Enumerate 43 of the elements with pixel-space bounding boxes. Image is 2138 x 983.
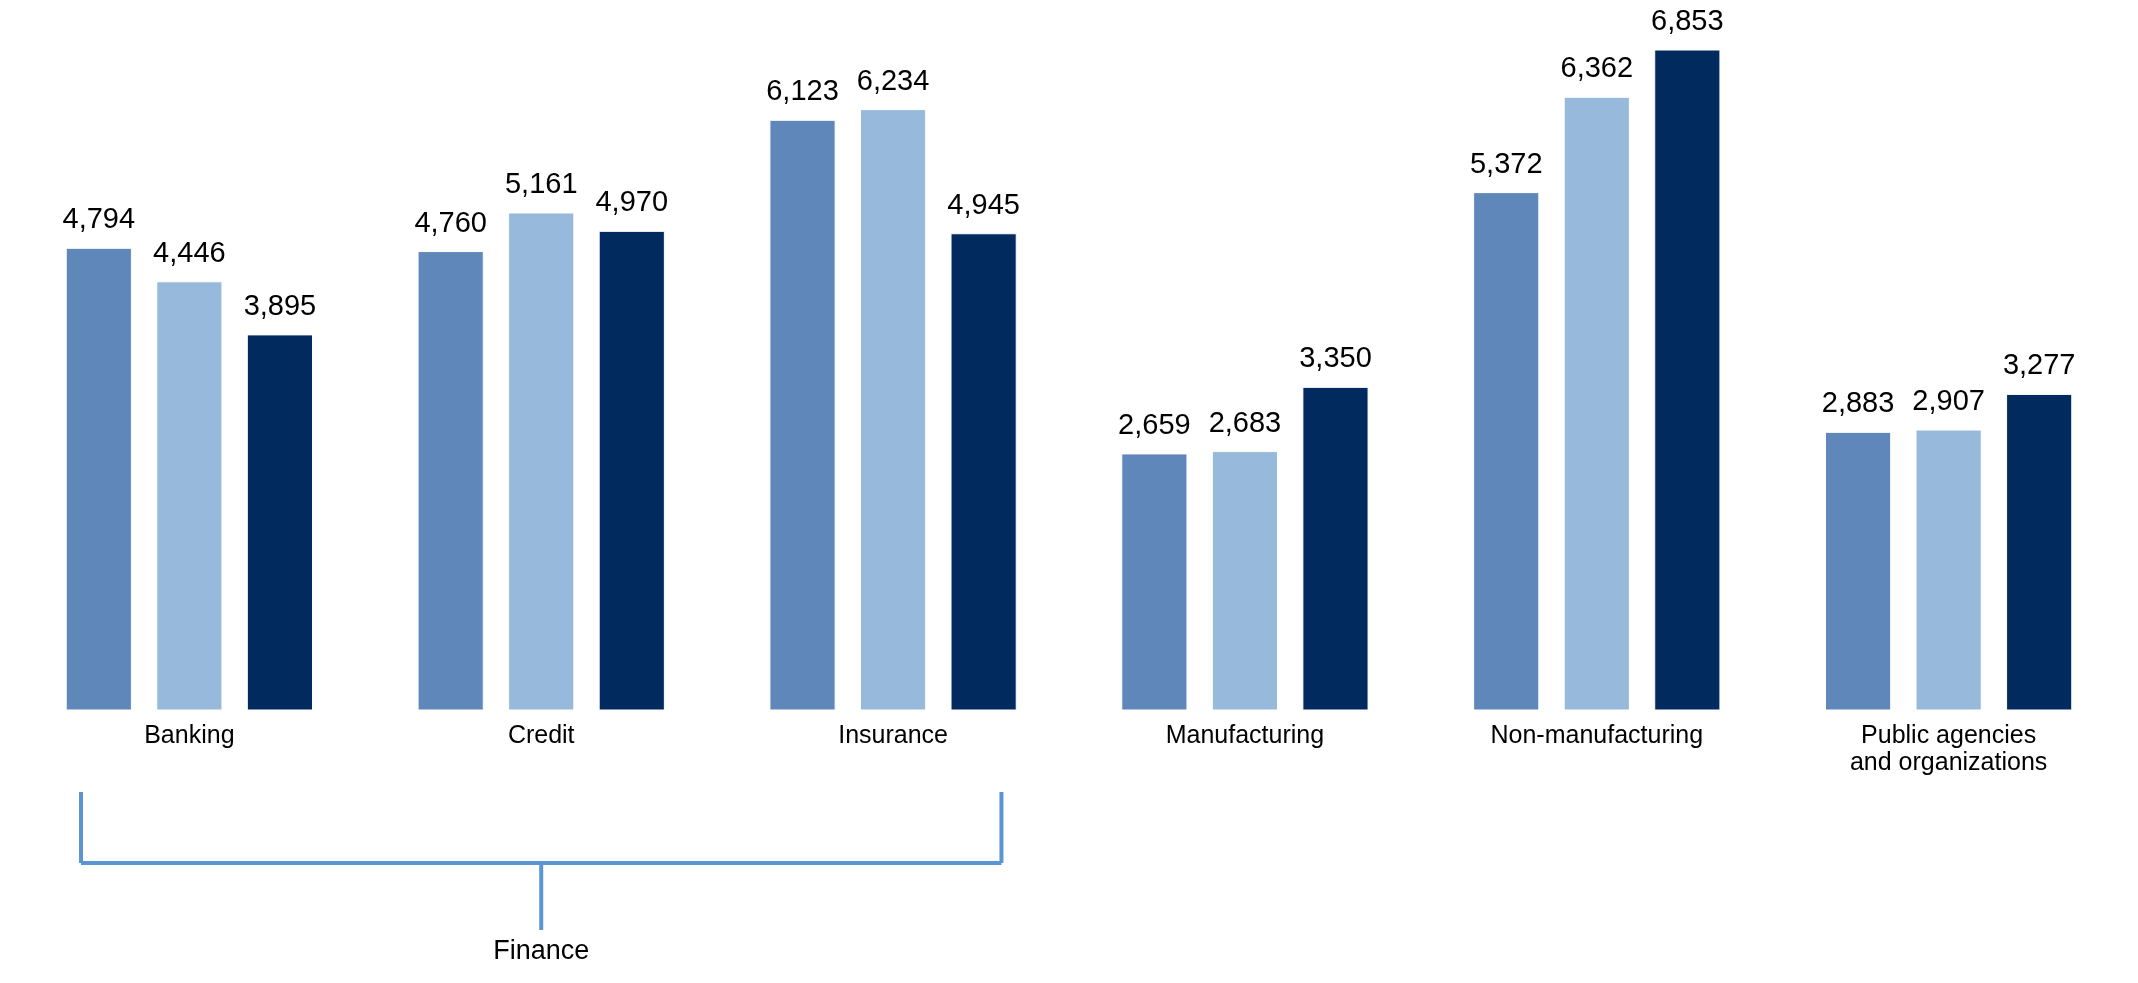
bar <box>156 281 223 711</box>
data-label: 6,234 <box>856 63 930 96</box>
bar <box>246 334 314 711</box>
data-label: 2,683 <box>1208 405 1282 438</box>
data-label: 6,853 <box>1651 4 1724 36</box>
text: Finance <box>493 935 590 965</box>
bar <box>1824 431 1892 711</box>
x-tick-label: Non-manufacturing <box>1490 719 1704 748</box>
data-label: 4,945 <box>947 187 1020 220</box>
data-label: 4,446 <box>153 235 226 268</box>
data-label: 4,794 <box>62 202 136 235</box>
x-tick-label: Banking <box>144 719 235 748</box>
data-label: 3,277 <box>2002 348 2076 381</box>
data-label: 5,372 <box>1469 146 1543 179</box>
x-tick-label: Insurance <box>838 719 948 748</box>
bar <box>1473 192 1540 711</box>
data-label: 3,350 <box>1299 341 1372 374</box>
data-label: 2,907 <box>1912 384 1985 417</box>
bar <box>508 212 575 711</box>
bar <box>1563 96 1630 711</box>
data-label: 6,123 <box>766 74 839 107</box>
data-label: 4,970 <box>595 185 669 218</box>
data-label: 4,760 <box>414 205 487 238</box>
bar <box>950 233 1017 711</box>
data-label: 2,659 <box>1118 407 1191 440</box>
bar <box>769 119 836 711</box>
data-label: 5,161 <box>504 166 578 199</box>
bar <box>1654 49 1721 711</box>
x-tick-label: Manufacturing <box>1165 719 1325 748</box>
x-tick-label: Credit <box>507 719 575 748</box>
bar <box>1915 429 1982 711</box>
bar <box>2006 393 2073 711</box>
data-label: 2,883 <box>1821 386 1895 419</box>
bar <box>598 230 665 711</box>
bar <box>1211 451 1279 711</box>
data-label: 3,895 <box>243 288 317 321</box>
bar <box>859 109 927 711</box>
bar <box>1302 386 1369 711</box>
bar <box>417 251 484 711</box>
data-label: 6,362 <box>1560 51 1634 84</box>
bar <box>65 247 132 711</box>
bar <box>1121 453 1188 711</box>
x-tick-label: Public agencies and organizations <box>1849 719 2048 775</box>
